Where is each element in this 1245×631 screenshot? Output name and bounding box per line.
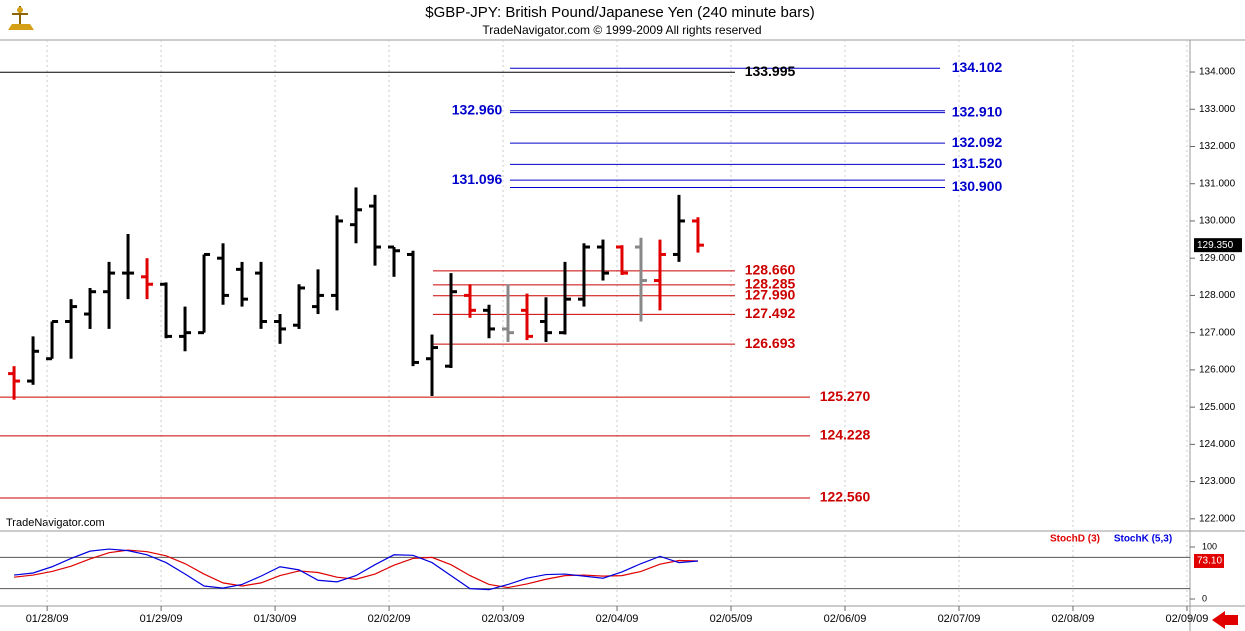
level-label: 127.990 xyxy=(745,287,796,303)
y-tick-label: 124.000 xyxy=(1199,439,1236,450)
y-tick-label: 123.000 xyxy=(1199,476,1236,487)
level-label: 133.995 xyxy=(745,63,796,79)
level-label: 122.560 xyxy=(820,489,871,505)
level-label: 127.492 xyxy=(745,305,796,321)
y-tick-label: 130.000 xyxy=(1199,216,1236,227)
level-label: 134.102 xyxy=(952,59,1003,75)
y-tick-label: 0 xyxy=(1202,593,1207,603)
chart-subtitle: TradeNavigator.com © 1999-2009 All right… xyxy=(482,23,761,37)
level-label: 126.693 xyxy=(745,335,796,351)
last-price-label: 129.350 xyxy=(1197,240,1234,251)
x-tick-label: 01/30/09 xyxy=(254,613,297,625)
y-tick-label: 125.000 xyxy=(1199,402,1236,413)
level-label: 131.520 xyxy=(952,155,1003,171)
last-value-label: 73.10 xyxy=(1197,556,1222,567)
y-tick-label: 131.000 xyxy=(1199,178,1236,189)
x-tick-label: 01/29/09 xyxy=(140,613,183,625)
y-tick-label: 132.000 xyxy=(1199,141,1236,152)
chart-title: $GBP-JPY: British Pound/Japanese Yen (24… xyxy=(425,4,814,21)
logo xyxy=(8,6,34,30)
x-tick-label: 02/07/09 xyxy=(938,613,981,625)
x-tick-label: 01/28/09 xyxy=(26,613,69,625)
x-tick-label: 02/02/09 xyxy=(368,613,411,625)
legend-label: StochD (3) xyxy=(1050,534,1100,545)
last-value-box xyxy=(1194,553,1224,568)
level-label: 132.960 xyxy=(452,101,503,117)
x-tick-label: 02/06/09 xyxy=(824,613,867,625)
y-tick-label: 128.000 xyxy=(1199,290,1236,301)
x-tick-label: 02/04/09 xyxy=(596,613,639,625)
level-label: 124.228 xyxy=(820,427,871,443)
x-tick-label: 02/05/09 xyxy=(710,613,753,625)
last-price-box xyxy=(1194,238,1242,253)
level-label: 128.660 xyxy=(745,262,796,278)
y-tick-label: 126.000 xyxy=(1199,365,1236,376)
y-tick-label: 133.000 xyxy=(1199,104,1236,115)
y-tick-label: 129.000 xyxy=(1199,253,1236,264)
level-label: 125.270 xyxy=(820,388,871,404)
y-tick-label: 122.000 xyxy=(1199,513,1236,524)
watermark: TradeNavigator.com xyxy=(6,517,105,529)
x-tick-label: 02/09/09 xyxy=(1166,613,1209,625)
x-tick-label: 02/03/09 xyxy=(482,613,525,625)
y-tick-label: 134.000 xyxy=(1199,67,1236,78)
scroll-arrow[interactable] xyxy=(1212,611,1238,629)
level-label: 131.096 xyxy=(452,171,503,187)
y-tick-label: 100 xyxy=(1202,541,1217,551)
legend-label: StochK (5,3) xyxy=(1114,534,1172,545)
level-label: 130.900 xyxy=(952,178,1003,194)
level-label: 132.092 xyxy=(952,134,1003,150)
y-tick-label: 127.000 xyxy=(1199,327,1236,338)
plot-layer: 01/28/09 01/29/09 01/30/09 02/02/09 02/03/09… xyxy=(0,40,1242,625)
x-tick-label: 02/08/09 xyxy=(1052,613,1095,625)
level-label: 132.910 xyxy=(952,103,1003,119)
level-label: 128.285 xyxy=(745,276,796,292)
stoch-line xyxy=(13,548,699,591)
